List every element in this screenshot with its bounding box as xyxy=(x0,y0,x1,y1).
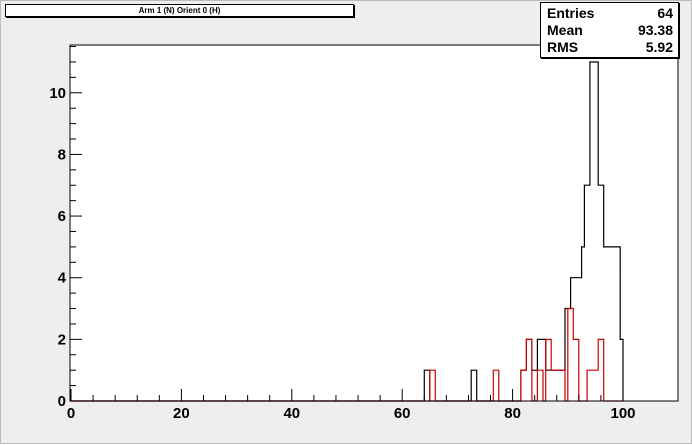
y-tick-label: 10 xyxy=(49,85,66,102)
x-tick-label: 80 xyxy=(504,405,521,422)
stats-row-entries: Entries 64 xyxy=(547,5,673,22)
x-tick-label: 40 xyxy=(283,405,300,422)
x-tick-label: 0 xyxy=(67,405,75,422)
stats-label: Mean xyxy=(547,22,583,38)
stats-value: 5.92 xyxy=(645,39,673,55)
stats-value: 64 xyxy=(657,5,673,21)
axis-layer: 0 20 40 60 80 100 0 2 4 6 8 10 xyxy=(49,45,678,422)
stats-row-mean: Mean 93.38 xyxy=(547,22,673,39)
x-tick-label: 100 xyxy=(610,405,635,422)
x-tick-label: 20 xyxy=(173,405,190,422)
chart-title: Arm 1 (N) Orient 0 (H) xyxy=(5,4,354,17)
stats-box: Entries 64 Mean 93.38 RMS 5.92 xyxy=(540,2,679,58)
stats-value: 93.38 xyxy=(637,22,673,38)
y-tick-label: 4 xyxy=(58,270,67,287)
stats-row-rms: RMS 5.92 xyxy=(547,39,673,56)
stats-label: RMS xyxy=(547,39,579,55)
plot-frame xyxy=(69,44,679,402)
x-tick-label: 60 xyxy=(394,405,411,422)
y-tick-label: 6 xyxy=(58,208,66,225)
y-tick-label: 0 xyxy=(58,393,66,410)
y-tick-label: 2 xyxy=(58,331,66,348)
y-tick-label: 8 xyxy=(58,146,66,163)
stats-label: Entries xyxy=(547,5,595,21)
